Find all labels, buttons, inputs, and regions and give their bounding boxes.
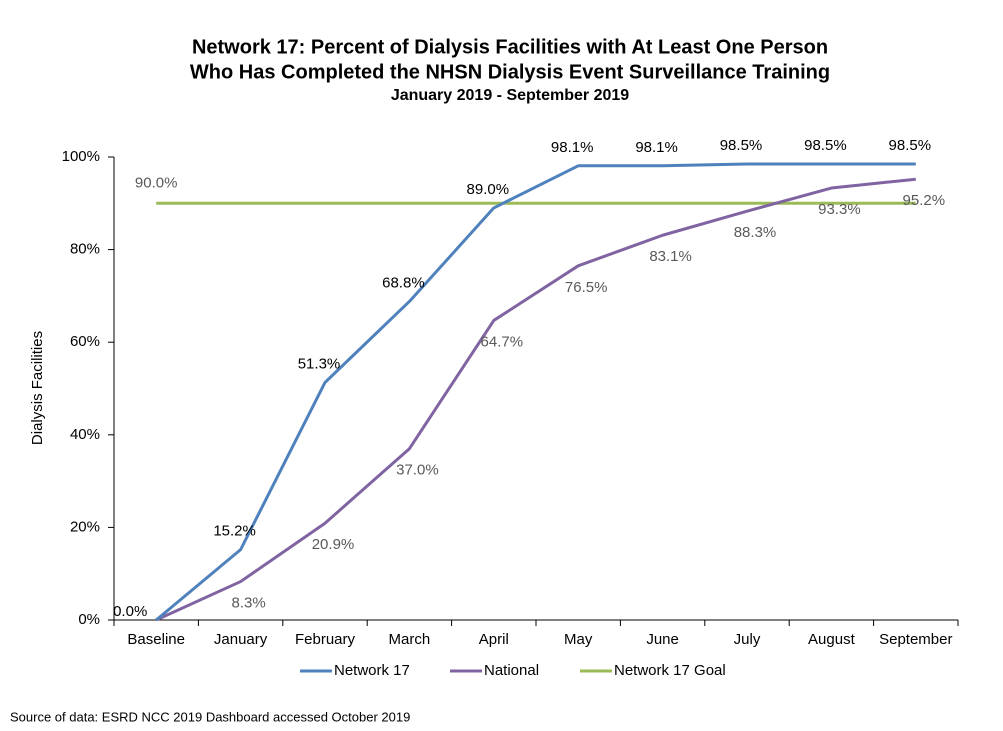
data-label: 95.2%: [903, 192, 946, 209]
data-label: 64.7%: [481, 333, 524, 350]
data-label: 37.0%: [396, 462, 439, 479]
data-label: 98.5%: [720, 137, 763, 154]
y-tick-label: 20%: [70, 518, 100, 535]
x-tick-label: May: [564, 631, 593, 648]
data-label: 90.0%: [135, 174, 178, 191]
y-tick-label: 60%: [70, 333, 100, 350]
source-note: Source of data: ESRD NCC 2019 Dashboard …: [10, 709, 410, 724]
data-label: 93.3%: [818, 201, 861, 218]
x-tick-label: August: [808, 631, 856, 648]
data-label: 98.5%: [889, 137, 932, 154]
data-label: 98.1%: [551, 139, 594, 156]
x-tick-label: February: [295, 631, 356, 648]
data-label: 51.3%: [298, 355, 341, 372]
x-tick-label: April: [479, 631, 509, 648]
legend-label: National: [484, 662, 539, 679]
y-axis-label: Dialysis Facilities: [29, 331, 46, 445]
data-label: 68.8%: [382, 274, 425, 291]
data-label: 98.1%: [635, 139, 678, 156]
data-label: 0.0%: [113, 603, 147, 620]
data-label: 8.3%: [231, 595, 265, 612]
x-tick-label: July: [734, 631, 761, 648]
data-label: 83.1%: [649, 248, 692, 265]
chart-subtitle: January 2019 - September 2019: [391, 87, 629, 104]
x-tick-label: Baseline: [127, 631, 185, 648]
data-label: 76.5%: [565, 279, 608, 296]
data-label: 88.3%: [734, 224, 777, 241]
legend-label: Network 17 Goal: [614, 662, 726, 679]
x-tick-label: March: [389, 631, 431, 648]
x-tick-label: September: [879, 631, 952, 648]
series-line: [155, 162, 916, 622]
y-tick-label: 0%: [78, 611, 100, 628]
data-label: 20.9%: [312, 536, 355, 553]
data-label: 15.2%: [213, 523, 256, 540]
y-tick-label: 80%: [70, 241, 100, 258]
chart-title: Network 17: Percent of Dialysis Faciliti…: [192, 36, 828, 58]
x-tick-label: January: [214, 631, 268, 648]
y-tick-label: 40%: [70, 426, 100, 443]
chart-title: Who Has Completed the NHSN Dialysis Even…: [190, 61, 830, 83]
data-label: 98.5%: [804, 137, 847, 154]
y-tick-label: 100%: [62, 148, 100, 165]
legend-label: Network 17: [334, 662, 410, 679]
data-label: 89.0%: [467, 181, 510, 198]
series-line: [155, 177, 916, 622]
x-tick-label: June: [646, 631, 679, 648]
